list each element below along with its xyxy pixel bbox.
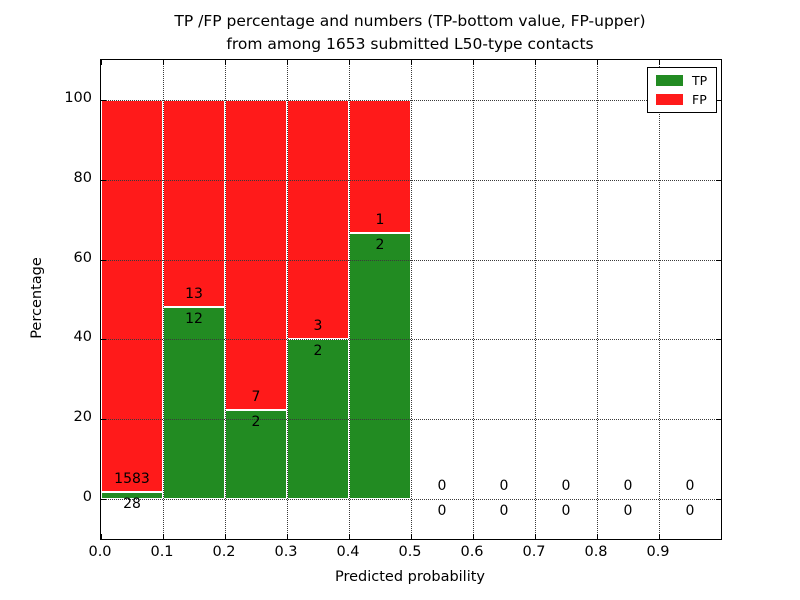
y-tick-mark: [101, 259, 106, 261]
x-tick-mark: [597, 534, 598, 539]
bar-tp-segment: [101, 492, 163, 500]
chart-title-line1: TP /FP percentage and numbers (TP-bottom…: [174, 12, 646, 30]
vertical-gridline: [659, 60, 660, 539]
y-tick-label: 0: [82, 489, 92, 506]
fp-swatch-icon: [656, 94, 683, 105]
bar-fp-segment: [101, 99, 163, 493]
y-tick-mark: [101, 179, 106, 181]
x-tick-mark: [535, 534, 536, 539]
y-tick-mark: [716, 179, 721, 181]
x-tick-mark: [473, 534, 474, 539]
tp-count-label: 2: [251, 414, 261, 431]
vertical-gridline: [411, 60, 412, 539]
y-tick-mark: [716, 259, 721, 261]
bar-fp-segment: [287, 99, 349, 340]
tp-count-label: 0: [561, 503, 571, 520]
x-tick-label: 0.7: [522, 544, 546, 560]
tp-count-label: 12: [185, 311, 203, 328]
tp-count-label: 0: [685, 503, 695, 520]
x-tick-label: 0.6: [460, 544, 484, 560]
x-tick-mark: [473, 60, 474, 65]
vertical-gridline: [287, 60, 288, 539]
fp-count-label: 1583: [114, 471, 150, 488]
x-tick-label: 0.1: [150, 544, 174, 560]
x-tick-mark: [659, 60, 660, 65]
x-axis-label: Predicted probability: [334, 569, 486, 585]
x-tick-mark: [163, 534, 164, 539]
x-tick-mark: [535, 60, 536, 65]
legend-item-tp: TP: [656, 74, 707, 87]
y-tick-mark: [101, 99, 106, 101]
y-axis-label: Percentage: [29, 257, 45, 339]
legend-item-fp: FP: [656, 93, 707, 106]
y-tick-mark: [716, 419, 721, 421]
x-tick-label: 0.4: [336, 544, 360, 560]
y-tick-label: 60: [73, 249, 92, 266]
x-tick-label: 0.5: [398, 544, 422, 560]
legend-label-fp: FP: [692, 92, 707, 107]
x-tick-mark: [349, 534, 350, 539]
legend-label-tp: TP: [692, 73, 708, 88]
x-tick-mark: [411, 60, 412, 65]
fp-count-label: 0: [437, 478, 447, 495]
y-tick-mark: [716, 99, 721, 101]
vertical-gridline: [473, 60, 474, 539]
vertical-gridline: [163, 60, 164, 539]
fp-count-label: 0: [499, 478, 509, 495]
y-tick-mark: [716, 499, 721, 501]
plot-area: TP FP 1583 28 13 12 7 2 3 2 1 2 0 0 0 0 0 0 0 0 0 0: [100, 59, 722, 540]
x-tick-mark: [411, 534, 412, 539]
vertical-gridline: [597, 60, 598, 539]
x-tick-mark: [597, 60, 598, 65]
x-tick-label: 0.3: [274, 544, 298, 560]
fp-count-label: 3: [313, 318, 323, 335]
fp-count-label: 0: [685, 478, 695, 495]
x-tick-mark: [101, 534, 102, 539]
y-tick-mark: [101, 499, 106, 501]
x-tick-mark: [659, 534, 660, 539]
y-tick-mark: [101, 419, 106, 421]
x-tick-label: 0.2: [212, 544, 236, 560]
tp-swatch-icon: [656, 75, 683, 86]
x-tick-mark: [287, 60, 288, 65]
x-tick-mark: [225, 534, 226, 539]
chart-title-line2: from among 1653 submitted L50-type conta…: [226, 35, 594, 53]
y-tick-label: 40: [73, 329, 92, 346]
fp-count-label: 13: [185, 286, 203, 303]
x-tick-mark: [349, 60, 350, 65]
bar-fp-segment: [163, 99, 225, 308]
x-tick-mark: [101, 60, 102, 65]
bar-fp-segment: [225, 99, 287, 411]
y-tick-label: 80: [73, 169, 92, 186]
fp-count-label: 1: [375, 211, 385, 228]
vertical-gridline: [535, 60, 536, 539]
fp-count-label: 7: [251, 389, 261, 406]
tp-count-label: 0: [499, 503, 509, 520]
tp-count-label: 2: [313, 343, 323, 360]
x-tick-mark: [287, 534, 288, 539]
tp-count-label: 0: [437, 503, 447, 520]
x-tick-label: 0.9: [646, 544, 670, 560]
y-tick-label: 20: [73, 409, 92, 426]
bar-tp-segment: [349, 232, 411, 500]
tp-count-label: 2: [375, 236, 385, 253]
vertical-gridline: [225, 60, 226, 539]
x-tick-label: 0.0: [88, 544, 112, 560]
bar-tp-segment: [225, 410, 287, 500]
vertical-gridline: [349, 60, 350, 539]
x-tick-mark: [163, 60, 164, 65]
x-tick-label: 0.8: [584, 544, 608, 560]
fp-count-label: 0: [623, 478, 633, 495]
x-tick-mark: [225, 60, 226, 65]
fp-count-label: 0: [561, 478, 571, 495]
bar-tp-segment: [163, 307, 225, 500]
tp-count-label: 0: [623, 503, 633, 520]
tp-count-label: 28: [123, 496, 141, 513]
legend: TP FP: [647, 67, 718, 113]
y-tick-label: 100: [64, 89, 92, 106]
y-tick-mark: [101, 339, 106, 341]
y-tick-mark: [716, 339, 721, 341]
